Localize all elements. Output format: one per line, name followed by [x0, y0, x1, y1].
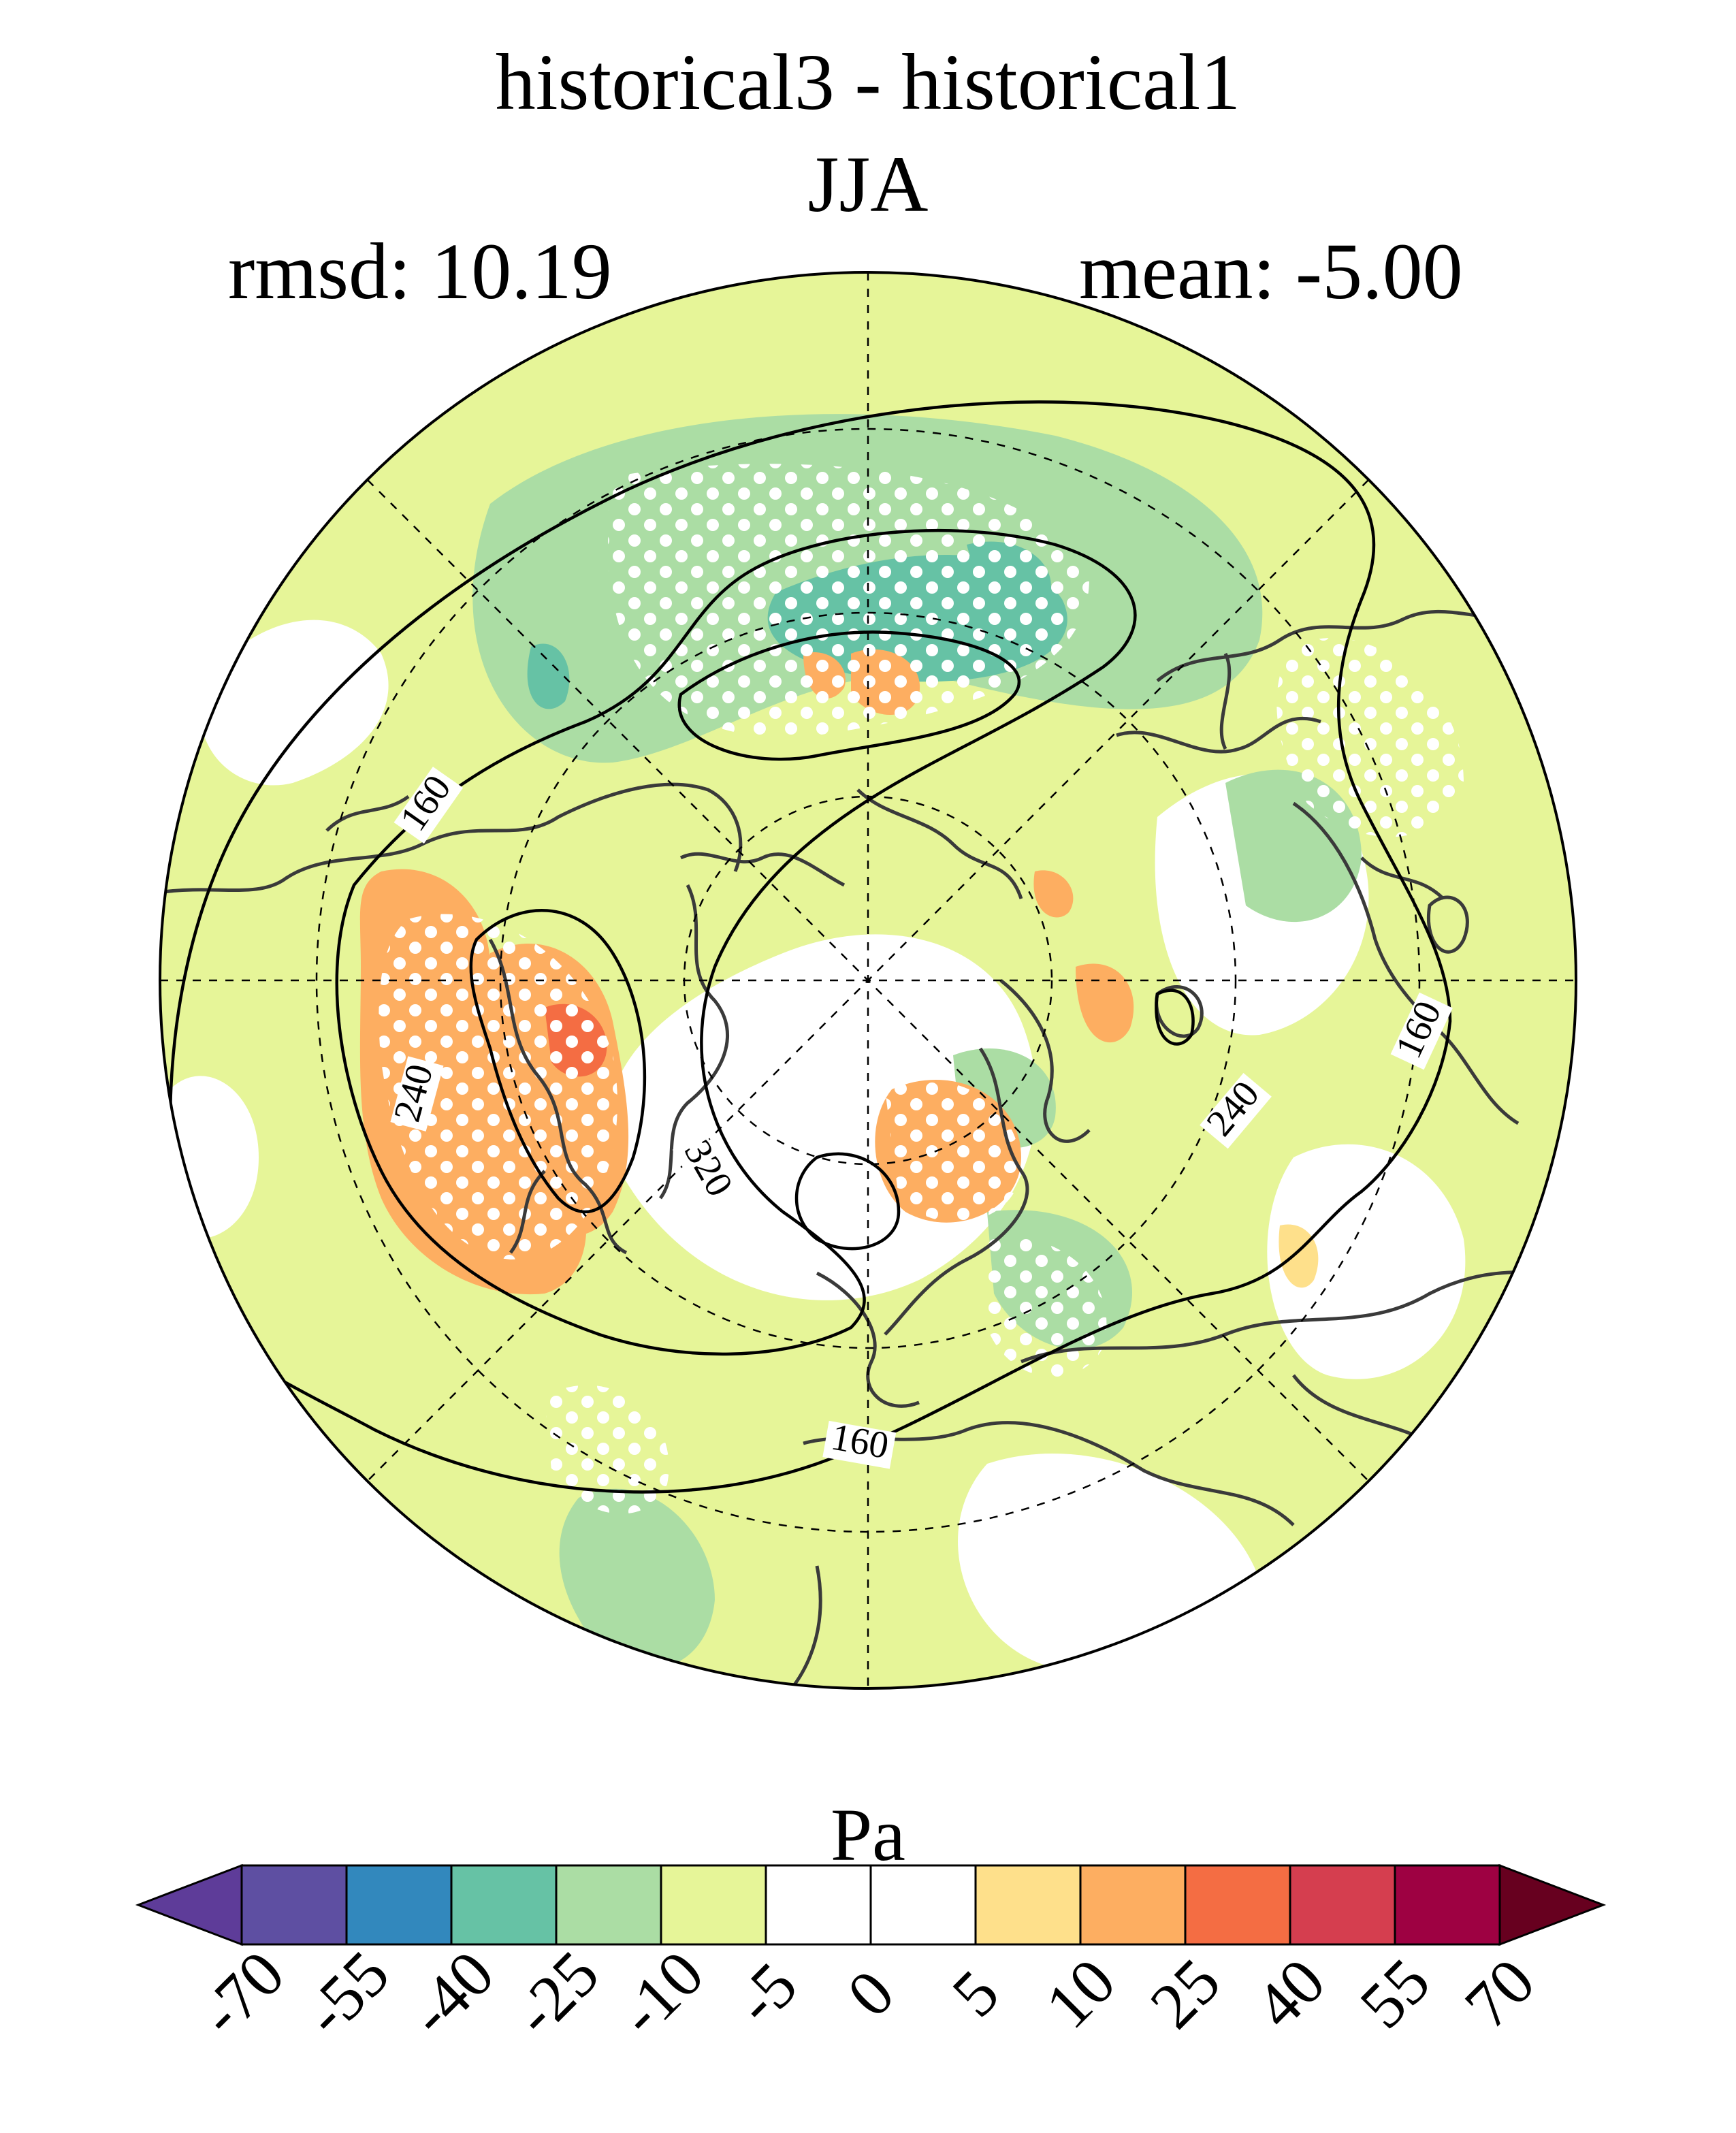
colorbar-tick-label: 0	[833, 1955, 908, 2031]
colorbar-box	[765, 1864, 872, 1946]
colorbar-units: Pa	[831, 1793, 905, 1876]
colorbar-box	[660, 1864, 767, 1946]
colorbar-low-extension	[135, 1863, 243, 1946]
colorbar-tick-label: -40	[394, 1936, 508, 2050]
colorbar-box	[555, 1864, 662, 1946]
colorbar-tick-label: 55	[1345, 1944, 1444, 2042]
colorbar-box	[450, 1864, 558, 1946]
colorbar-high-extension	[1498, 1863, 1607, 1946]
mean-label: mean: -5.00	[1079, 227, 1463, 316]
colorbar-tick-label: -70	[184, 1936, 298, 2050]
polar-map: 160 240 320 160 240 160	[159, 271, 1577, 1690]
colorbar-tick-label: 70	[1450, 1944, 1549, 2042]
colorbar-box	[869, 1864, 977, 1946]
colorbar-box	[1079, 1864, 1187, 1946]
colorbar-box	[1289, 1864, 1396, 1946]
colorbar-box	[1184, 1864, 1291, 1946]
rmsd-label: rmsd: 10.19	[228, 227, 612, 316]
colorbar-tick-label: 25	[1136, 1944, 1234, 2042]
colorbar-tick-label: -55	[289, 1936, 403, 2050]
colorbar-box	[1394, 1864, 1501, 1946]
colorbar-tick-label: -10	[604, 1936, 718, 2050]
colorbar-tick-label: 10	[1031, 1944, 1129, 2042]
colorbar-box	[345, 1864, 453, 1946]
season-label: JJA	[807, 140, 929, 229]
colorbar	[135, 1863, 1607, 1946]
climatology-contours	[168, 400, 1452, 1494]
colorbar-box	[974, 1864, 1082, 1946]
graticule	[160, 272, 1576, 1688]
colorbar-box	[240, 1864, 348, 1946]
colorbar-tick-label: -5	[720, 1948, 811, 2038]
colorbar-tick-label: 5	[937, 1955, 1013, 2031]
colorbar-tick-label: -25	[499, 1936, 613, 2050]
contour-label: 160	[828, 1415, 891, 1467]
plot-title: historical3 - historical1	[495, 37, 1241, 127]
map-boundary	[159, 271, 1577, 1690]
colorbar-tick-label: 40	[1240, 1944, 1339, 2042]
